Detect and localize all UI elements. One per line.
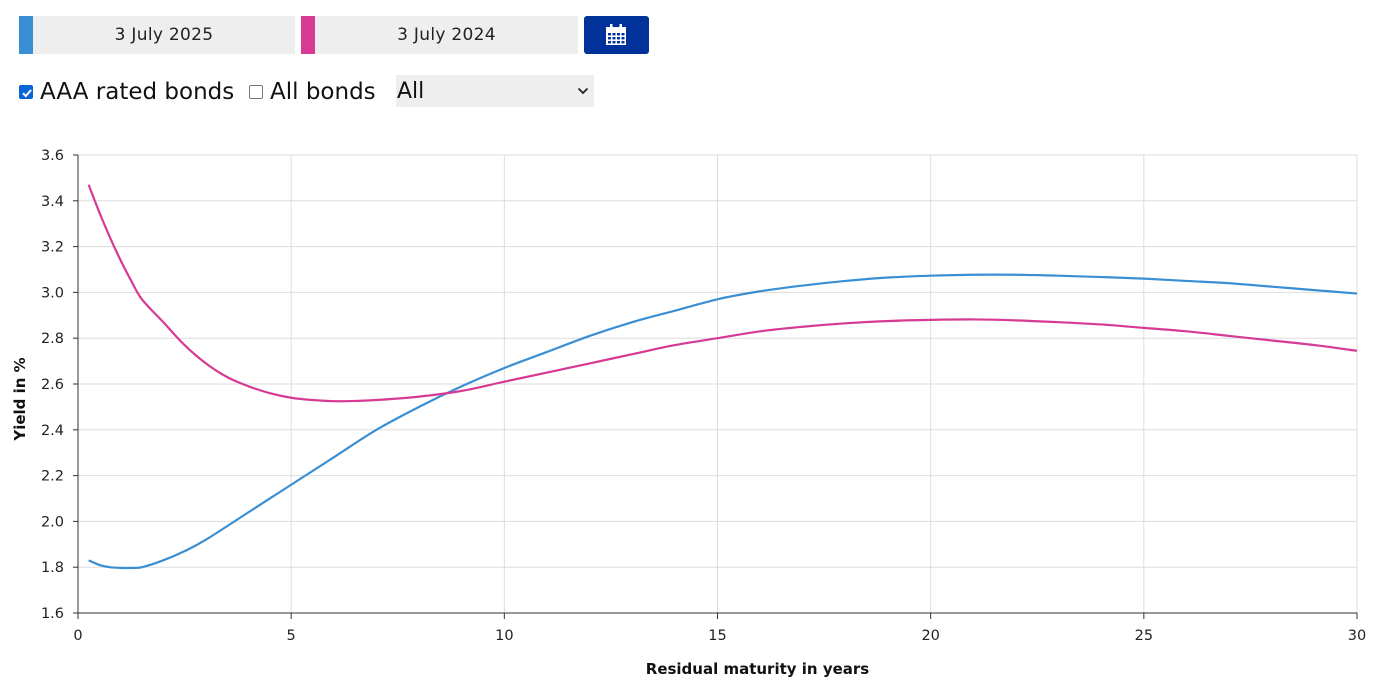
series-color-swatch-a (19, 16, 33, 54)
x-tick-label: 25 (1135, 628, 1153, 644)
aaa-rated-bonds-checkbox[interactable]: AAA rated bonds (19, 76, 234, 108)
x-tick-label: 0 (73, 628, 82, 644)
date-picker-a[interactable]: 3 July 2025 (19, 16, 295, 54)
x-tick-label: 20 (921, 628, 939, 644)
y-tick-label: 1.6 (41, 606, 64, 622)
y-tick-label: 2.0 (41, 514, 64, 530)
x-axis-title: Residual maturity in years (646, 660, 870, 678)
y-tick-label: 3.0 (41, 285, 64, 301)
bond-filter-select[interactable]: All (396, 75, 594, 107)
y-axis-title: Yield in % (11, 357, 29, 441)
date-b-value: 3 July 2024 (397, 25, 496, 45)
series-color-swatch-b (301, 16, 315, 54)
yield-curve-series-a (88, 273, 1358, 570)
y-tick-label: 2.4 (41, 423, 64, 439)
all-bonds-label: All bonds (270, 79, 376, 105)
x-tick-label: 5 (287, 628, 296, 644)
checkbox-checked-icon[interactable] (19, 85, 33, 99)
bond-filter-selected-value: All (397, 79, 425, 104)
y-tick-label: 3.4 (41, 194, 64, 210)
x-tick-label: 10 (495, 628, 513, 644)
x-tick-label: 15 (708, 628, 726, 644)
y-tick-label: 2.6 (41, 377, 64, 393)
yield-curve-series-b (87, 184, 1358, 403)
y-tick-label: 2.2 (41, 469, 64, 485)
y-tick-label: 3.2 (41, 240, 64, 256)
calendar-icon (606, 24, 626, 45)
x-tick-label: 30 (1348, 628, 1366, 644)
chevron-down-icon (577, 87, 589, 95)
yield-curve-chart: 1.6 1.8 2.0 2.2 2.4 2.6 2.8 3.0 3.2 3.4 3.6 0 5 10 15 2… (11, 148, 1366, 678)
checkbox-unchecked-icon[interactable] (249, 85, 263, 99)
y-tick-label: 3.6 (41, 148, 64, 164)
y-tick-label: 1.8 (41, 560, 64, 576)
aaa-rated-bonds-label: AAA rated bonds (40, 79, 235, 105)
y-tick-label: 2.8 (41, 331, 64, 347)
date-a-value: 3 July 2025 (114, 25, 214, 45)
calendar-button[interactable] (584, 16, 649, 54)
all-bonds-checkbox[interactable]: All bonds (249, 76, 376, 108)
date-picker-b[interactable]: 3 July 2024 (301, 16, 578, 54)
